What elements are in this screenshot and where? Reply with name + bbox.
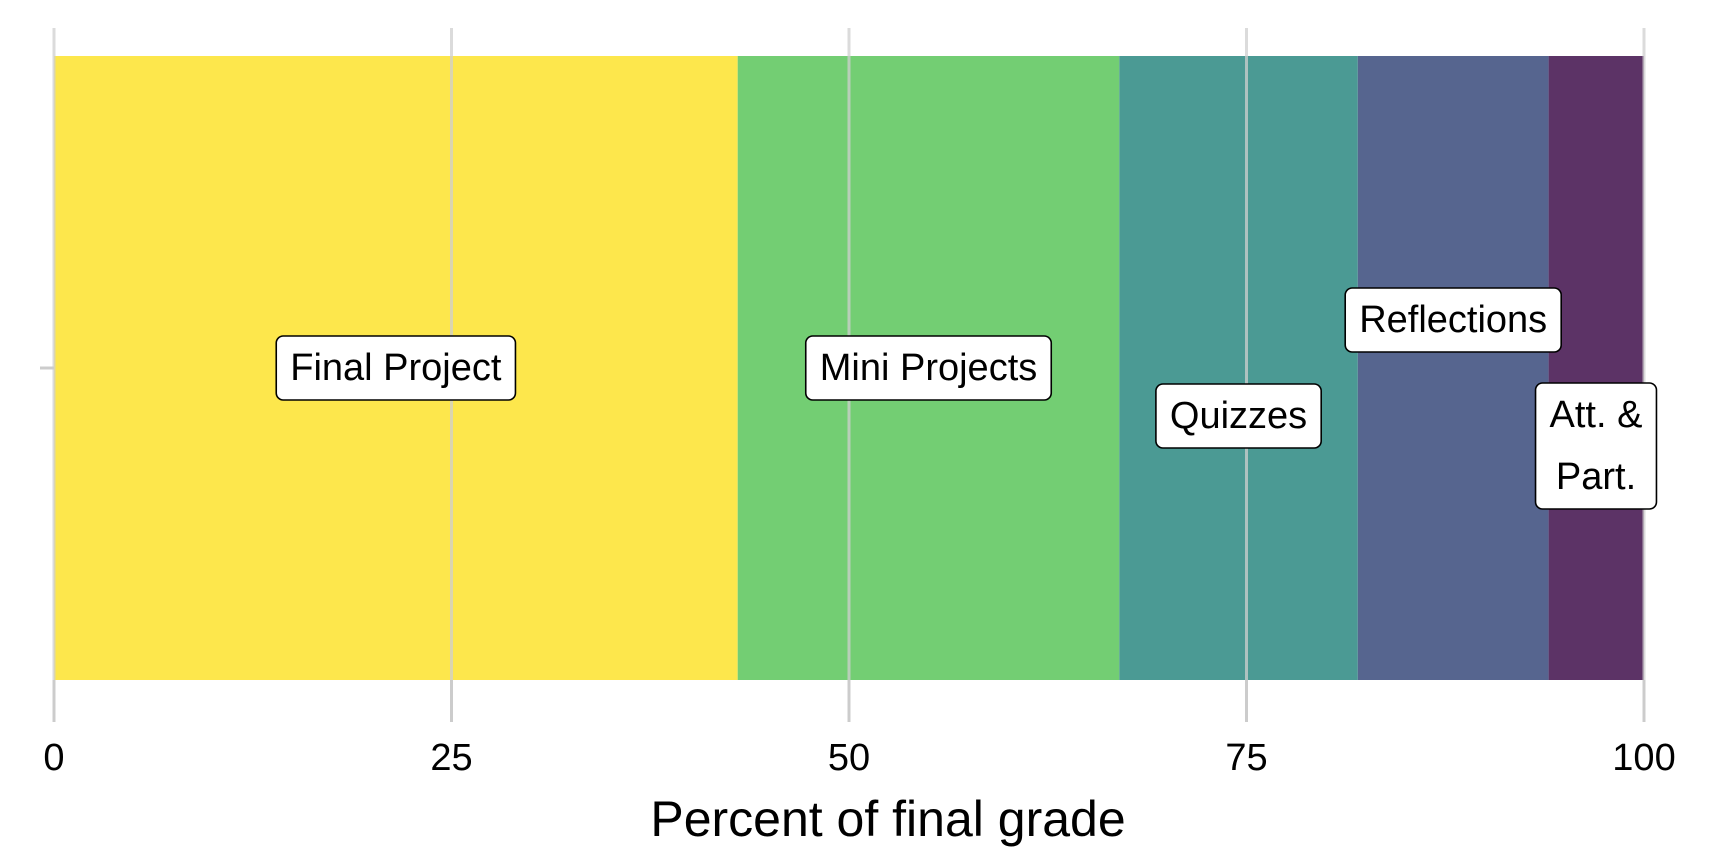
x-tick-label-75: 75 <box>1225 737 1267 779</box>
x-axis-ticks: 0 25 50 75 100 <box>43 680 1676 779</box>
segment-label-text: Reflections <box>1359 299 1547 341</box>
x-tick-label-0: 0 <box>43 737 64 779</box>
segment-label-text: Final Project <box>290 347 502 389</box>
bar-segment-att-part <box>1548 56 1644 680</box>
segment-label-box <box>275 335 517 401</box>
segment-label-text: Mini Projects <box>820 347 1038 389</box>
segment-label-mini-projects: Mini Projects <box>804 335 1053 401</box>
x-tick-label-25: 25 <box>430 737 472 779</box>
segment-label-text: Att. & <box>1550 394 1643 436</box>
segment-labels: Final Project Mini Projects Quizzes Reflect… <box>275 287 1658 510</box>
segment-label-box <box>1534 382 1658 510</box>
segment-label-final-project: Final Project <box>275 335 517 401</box>
segment-label-text: Quizzes <box>1170 395 1307 437</box>
bar-segment-quizzes <box>1119 56 1358 680</box>
segment-label-box <box>804 335 1053 401</box>
x-axis-title: Percent of final grade <box>650 791 1125 847</box>
x-tick-label-50: 50 <box>828 737 870 779</box>
segment-label-text: Part. <box>1556 456 1636 498</box>
segment-label-quizzes: Quizzes <box>1155 383 1322 449</box>
bar-segment-reflections <box>1357 56 1549 680</box>
segment-label-att-part: Att. & Part. <box>1534 382 1658 510</box>
segment-label-box <box>1155 383 1322 449</box>
segment-label-box <box>1344 287 1562 353</box>
segment-label-reflections: Reflections <box>1344 287 1562 353</box>
x-tick-label-100: 100 <box>1612 737 1675 779</box>
